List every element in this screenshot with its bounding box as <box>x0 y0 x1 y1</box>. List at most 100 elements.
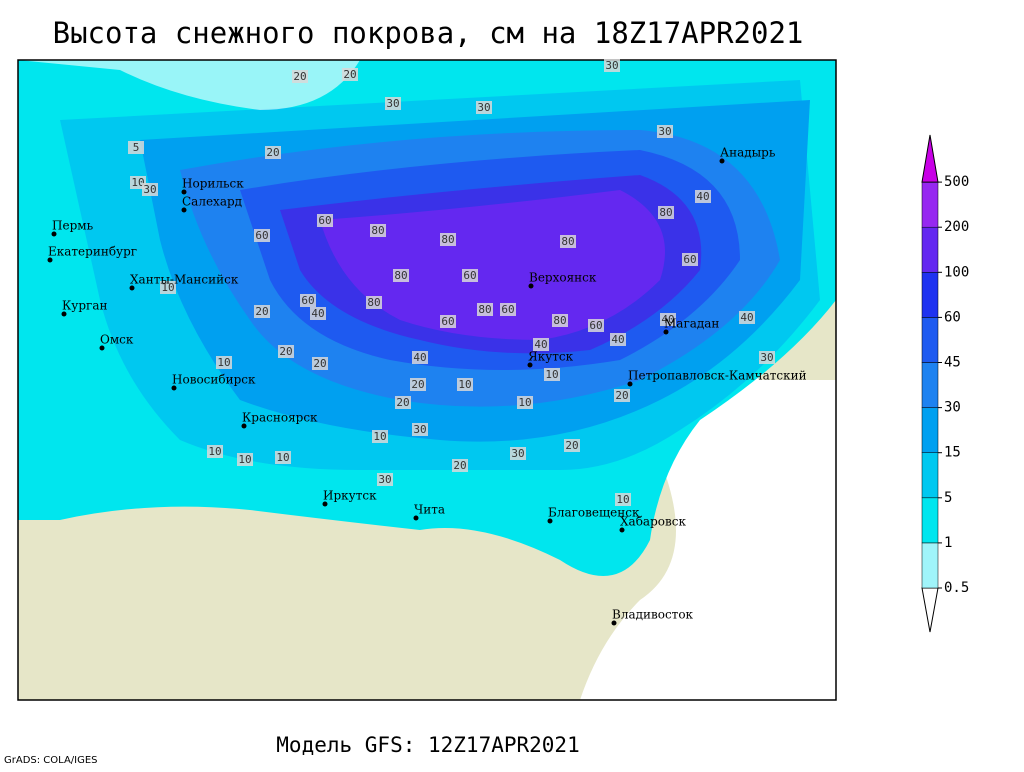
contour-label-box <box>254 305 270 318</box>
contour-label-box <box>660 313 676 326</box>
title: Высота снежного покрова, см на 18Z17APR2… <box>53 16 804 50</box>
contour-label-box <box>312 357 328 370</box>
contour-label-box <box>342 68 358 81</box>
legend-label: 15 <box>944 445 961 461</box>
legend-band <box>921 542 939 589</box>
legend-top-tip <box>921 134 939 183</box>
contour-label-box <box>510 447 526 460</box>
contour-label: 30 <box>386 97 399 110</box>
credit: GrADS: COLA/IGES <box>4 755 98 766</box>
contour-label: 20 <box>293 70 306 83</box>
legend-label: 0.5 <box>944 580 969 596</box>
legend-band <box>921 452 939 499</box>
arctic-sea <box>18 60 360 110</box>
contour-label-box <box>476 101 492 114</box>
contour-label: 10 <box>238 453 251 466</box>
contour-label-box <box>500 303 516 316</box>
city-dot <box>129 285 135 291</box>
contour-label-box <box>265 146 281 159</box>
contour-label: 40 <box>740 311 753 324</box>
contour-label: 80 <box>371 224 384 237</box>
contour-label: 10 <box>373 430 386 443</box>
contour-label: 40 <box>696 190 709 203</box>
legend-label: 30 <box>944 400 961 416</box>
contour-label: 80 <box>553 314 566 327</box>
contour-label-box <box>560 235 576 248</box>
contour-label-box <box>410 378 426 391</box>
city-label: Новосибирск <box>172 373 256 387</box>
contour-label: 30 <box>605 59 618 72</box>
contour-label-box <box>372 430 388 443</box>
contour-label-box <box>440 233 456 246</box>
city-label: Анадырь <box>720 146 776 160</box>
snow-100 <box>320 190 665 340</box>
contour-label: 80 <box>394 269 407 282</box>
contour-label-box <box>682 253 698 266</box>
contour-label: 60 <box>255 229 268 242</box>
city-dot <box>171 385 177 391</box>
contour-label: 80 <box>478 303 491 316</box>
contour-label-box <box>615 493 631 506</box>
city-dot <box>241 423 247 429</box>
city-label: Владивосток <box>612 608 694 622</box>
city-label: Хабаровск <box>620 515 686 529</box>
contour-label-box <box>275 451 291 464</box>
city-dot <box>528 283 534 289</box>
contour-label-box <box>440 315 456 328</box>
contour-label: 30 <box>378 473 391 486</box>
city-dot <box>611 620 617 626</box>
contour-label-box <box>610 333 626 346</box>
legend-label: 100 <box>944 264 969 280</box>
contour-label: 60 <box>441 315 454 328</box>
contour-label-box <box>393 269 409 282</box>
legend-band <box>921 181 939 228</box>
city-dot <box>413 515 419 521</box>
contour-label-box <box>385 97 401 110</box>
contour-label: 80 <box>441 233 454 246</box>
legend-label: 60 <box>944 309 961 325</box>
city-dot <box>61 311 67 317</box>
contour-label-box <box>377 473 393 486</box>
contour-label-box <box>739 311 755 324</box>
legend-bottom-tip <box>921 587 939 633</box>
contour-label-box <box>366 296 382 309</box>
contour-label-box <box>604 59 620 72</box>
contour-label-box <box>300 294 316 307</box>
city-label: Салехард <box>182 195 242 209</box>
city-label: Якутск <box>528 350 574 364</box>
contour-label: 60 <box>683 253 696 266</box>
legend-label: 500 <box>944 174 969 190</box>
contour-label: 10 <box>545 368 558 381</box>
contour-label: 20 <box>266 146 279 159</box>
legend-label: 1 <box>944 535 952 551</box>
contour-label: 10 <box>518 396 531 409</box>
contour-label-box <box>657 125 673 138</box>
legend-label: 45 <box>944 355 961 371</box>
city-label: Ханты-Мансийск <box>130 273 239 287</box>
city-dot <box>663 329 669 335</box>
contour-label-box <box>254 229 270 242</box>
city-dot <box>51 231 57 237</box>
city-label: Красноярск <box>242 411 318 425</box>
city-dot <box>181 189 187 195</box>
contour-label: 30 <box>413 423 426 436</box>
contour-label-box <box>544 368 560 381</box>
city-dot <box>619 527 625 533</box>
contour-label-box <box>370 224 386 237</box>
legend-band <box>921 497 939 544</box>
contour-label-box <box>533 338 549 351</box>
contour-label-box <box>310 307 326 320</box>
contour-label: 10 <box>458 378 471 391</box>
contour-label-box <box>292 70 308 83</box>
city-label: Екатеринбург <box>48 245 137 259</box>
city-label: Благовещенск <box>548 506 640 520</box>
contour-label-box <box>614 389 630 402</box>
city-dot <box>99 345 105 351</box>
city-dot <box>322 501 328 507</box>
contour-label-box <box>588 319 604 332</box>
contour-label: 80 <box>561 235 574 248</box>
contour-label: 40 <box>534 338 547 351</box>
contour-label: 20 <box>615 389 628 402</box>
legend-label: 200 <box>944 219 969 235</box>
